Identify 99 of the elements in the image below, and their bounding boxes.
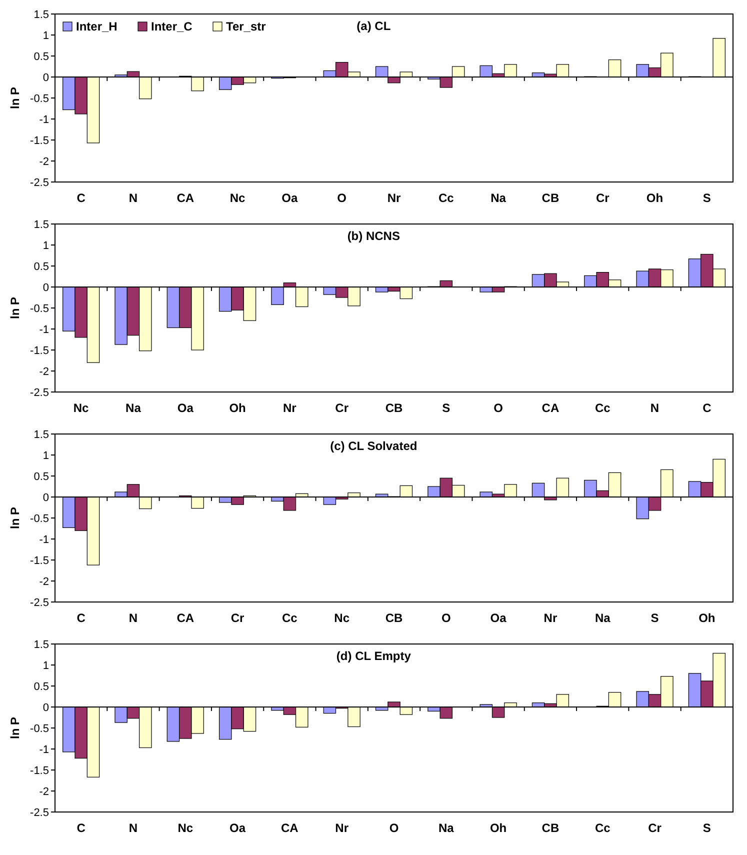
y-axis-title: ln P	[8, 716, 22, 740]
x-tick-label: O	[441, 611, 451, 625]
x-tick-label: Cc	[438, 191, 454, 205]
y-tick-label: 0.5	[34, 260, 49, 273]
y-tick-label: -2	[39, 786, 49, 798]
y-tick-label: 0.5	[34, 470, 49, 483]
x-tick-label: Oh	[698, 611, 716, 625]
y-tick-label: -2	[39, 156, 49, 168]
y-tick-label: 0	[42, 702, 49, 714]
y-tick-label: -1.5	[30, 554, 49, 567]
x-tick-label: Nc	[334, 611, 350, 625]
x-tick-label: N	[128, 821, 138, 835]
x-tick-label: Nc	[73, 401, 90, 415]
y-tick-label: 1.5	[34, 8, 49, 21]
x-tick-label: N	[128, 191, 138, 205]
y-tick-label: -1	[39, 324, 49, 336]
y-axis-title: ln P	[8, 506, 22, 530]
y-tick-label: 0	[42, 492, 49, 504]
y-tick-label: 0.5	[34, 680, 49, 693]
x-tick-label: Na	[126, 401, 142, 415]
x-tick-label: CB	[385, 401, 403, 415]
y-tick-label: -1	[39, 114, 49, 126]
x-tick-label: Oa	[490, 611, 507, 625]
y-tick-label: -1	[39, 744, 49, 756]
x-tick-label: N	[128, 611, 138, 625]
x-tick-label: Cr	[230, 611, 245, 625]
x-tick-label: Oh	[229, 401, 246, 415]
y-tick-label: -0.5	[30, 302, 49, 315]
x-tick-label: Cr	[596, 191, 610, 205]
x-tick-label: O	[494, 401, 503, 415]
y-tick-label: 1	[42, 450, 49, 462]
y-tick-label: 1	[42, 240, 49, 252]
x-tick-label: Nr	[387, 191, 401, 205]
x-tick-label: CA	[176, 191, 194, 205]
y-tick-label: 1.5	[34, 218, 49, 231]
chart-title: (d) CL Empty	[336, 649, 412, 663]
x-tick-label: C	[76, 191, 86, 205]
x-tick-label: O	[389, 821, 399, 835]
y-tick-label: 1	[42, 30, 49, 42]
y-tick-label: -2.5	[30, 596, 49, 609]
x-tick-label: CA	[281, 821, 299, 835]
y-tick-label: -2.5	[30, 386, 49, 399]
y-tick-label: -1.5	[30, 764, 49, 777]
x-tick-label: Nr	[335, 821, 349, 835]
y-tick-label: -1.5	[30, 344, 49, 357]
y-tick-label: 1	[42, 660, 49, 672]
x-tick-label: CB	[385, 611, 403, 625]
y-tick-label: -2	[39, 576, 49, 588]
y-tick-label: -2.5	[30, 806, 49, 819]
y-tick-label: -0.5	[30, 512, 49, 525]
y-tick-label: 0	[42, 282, 49, 294]
x-tick-label: Oa	[230, 821, 246, 835]
y-axis-title: ln P	[8, 86, 22, 110]
legend-label: Inter_H	[76, 20, 118, 34]
x-tick-label: Oh	[646, 191, 664, 205]
x-tick-label: Nc	[178, 821, 194, 835]
x-tick-label: CA	[542, 401, 560, 415]
y-tick-label: 1.5	[34, 638, 49, 651]
x-tick-label: CA	[176, 611, 194, 625]
y-tick-label: -2.5	[30, 176, 49, 189]
x-tick-label: S	[650, 611, 659, 625]
x-tick-label: S	[702, 191, 711, 205]
y-tick-label: -0.5	[30, 92, 49, 105]
chart-title: (b) NCNS	[347, 229, 400, 243]
y-tick-label: -0.5	[30, 722, 49, 735]
x-tick-label: Nr	[283, 401, 297, 415]
y-tick-label: 0.5	[34, 50, 49, 63]
x-tick-label: S	[442, 401, 450, 415]
x-tick-label: Oa	[282, 191, 298, 205]
x-tick-label: S	[702, 821, 711, 835]
legend-label: Inter_C	[151, 20, 193, 34]
legend-label: Ter_str	[226, 20, 266, 34]
x-tick-label: Na	[490, 191, 506, 205]
y-tick-label: 1.5	[34, 428, 49, 441]
x-tick-label: Cc	[594, 821, 611, 835]
x-tick-label: Nr	[544, 611, 558, 625]
x-tick-label: C	[702, 401, 712, 415]
y-tick-label: -1	[39, 534, 49, 546]
x-tick-label: Na	[594, 611, 611, 625]
chart-title: (a) CL	[356, 19, 391, 33]
x-tick-label: CB	[542, 191, 560, 205]
x-tick-label: N	[650, 401, 660, 415]
y-tick-label: 0	[42, 72, 49, 84]
y-tick-label: -2	[39, 366, 49, 378]
y-axis-title: ln P	[8, 296, 22, 320]
x-tick-label: O	[337, 191, 347, 205]
x-tick-label: Cr	[648, 821, 662, 835]
y-tick-label: -1.5	[30, 134, 49, 147]
x-tick-label: Cc	[282, 611, 298, 625]
x-tick-label: Cr	[335, 401, 349, 415]
x-tick-label: C	[76, 611, 86, 625]
x-tick-label: Nc	[230, 191, 246, 205]
chart-title: (c) CL Solvated	[330, 439, 418, 453]
x-tick-label: Na	[438, 821, 454, 835]
x-tick-label: CB	[542, 821, 560, 835]
x-tick-label: Oa	[177, 401, 194, 415]
x-tick-label: Cc	[594, 401, 611, 415]
x-tick-label: C	[76, 821, 86, 835]
x-tick-label: Oh	[490, 821, 507, 835]
